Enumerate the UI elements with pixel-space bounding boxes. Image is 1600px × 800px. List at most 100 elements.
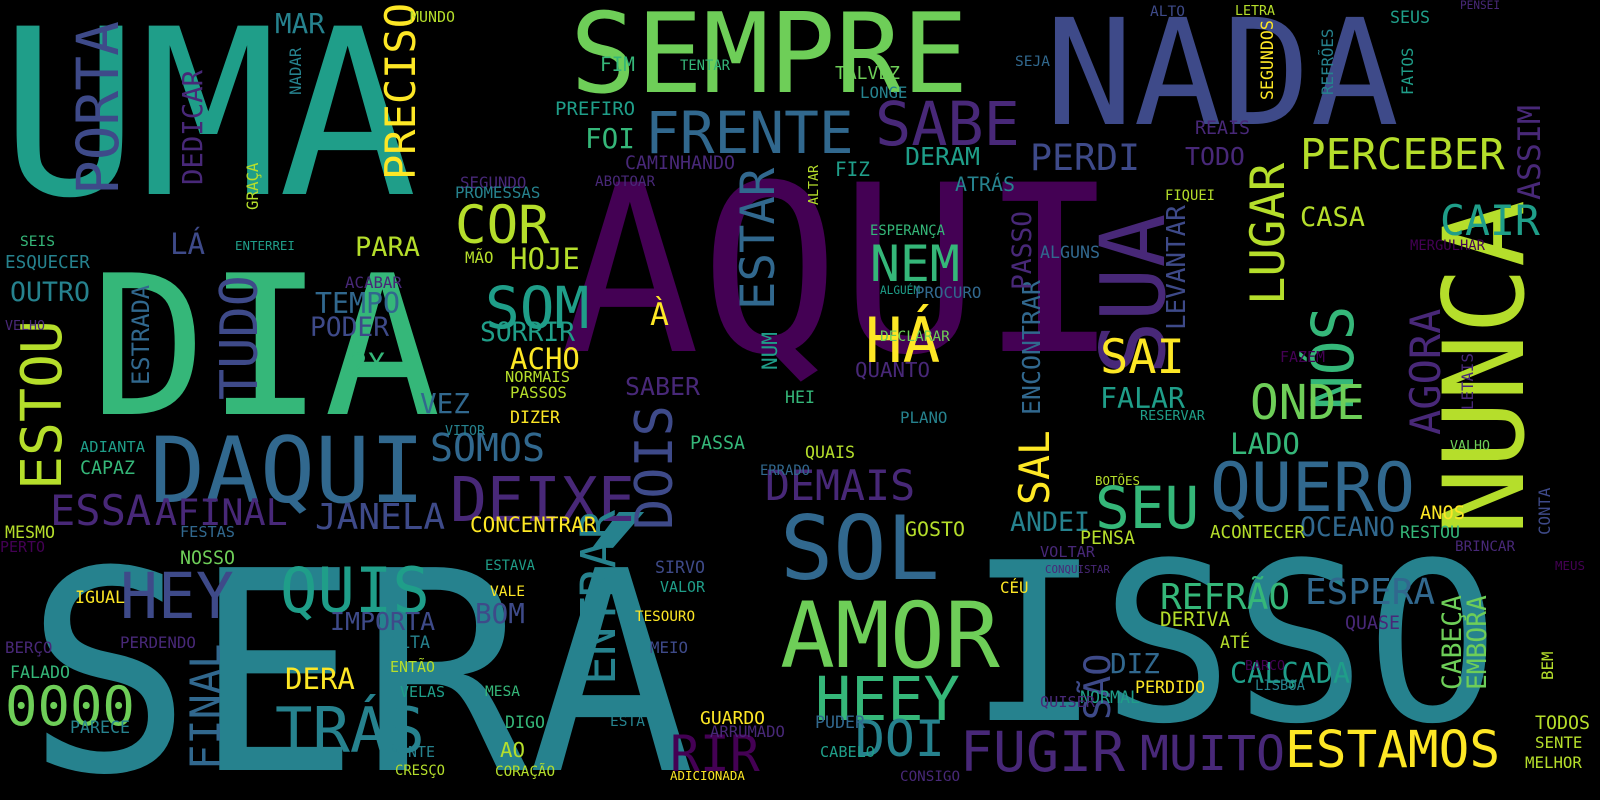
word-berco: BERÇO <box>5 638 53 657</box>
word-hei: HEI <box>785 388 815 407</box>
word-conquistar: CONQUISTAR <box>1045 563 1110 576</box>
word-perdido: PERDIDO <box>1135 678 1205 697</box>
word-pensa: PENSA <box>1080 528 1135 549</box>
word-daqui: DAQUI <box>150 417 426 524</box>
word-todo: TODO <box>1185 142 1245 171</box>
word-alto: ALTO <box>1150 4 1185 20</box>
word-a: À <box>650 297 669 333</box>
word-refroes: REFRÕES <box>1318 28 1337 95</box>
word-normal: NORMAL <box>1080 688 1140 707</box>
word-deram: DERAM <box>905 142 980 171</box>
word-segundos: SEGUNDOS <box>1258 20 1277 100</box>
word-alguem: ALGUÉM <box>880 284 921 297</box>
word-nosso: NOSSO <box>180 548 235 569</box>
word-fiz: FIZ <box>835 158 870 181</box>
word-dizer: DIZER <box>510 408 560 427</box>
word-capaz: CAPAZ <box>80 458 135 479</box>
word-ate: ATÉ <box>1220 633 1250 652</box>
word-reservar: RESERVAR <box>1140 408 1205 424</box>
word-valor: VALOR <box>660 578 705 596</box>
word-alguns: ALGUNS <box>1040 243 1100 262</box>
word-importa: IMPORTA <box>330 607 436 636</box>
word-botoes: BOTÕES <box>1095 473 1140 488</box>
word-falar: FALAR <box>1100 382 1185 415</box>
word-demais: DEMAIS <box>765 461 916 510</box>
word-brincar: BRINCAR <box>1455 539 1516 555</box>
word-coracao: CORAÇÃO <box>495 764 556 780</box>
word-velho: VELHO <box>5 319 45 334</box>
word-fatos: FATOS <box>1398 47 1417 95</box>
word-entao: ENTÃO <box>390 658 435 676</box>
word-sal: SAL <box>1011 430 1059 505</box>
word-sera: SERÁ <box>25 512 696 800</box>
word-mente: MENTE <box>390 743 435 761</box>
word-tempo: TEMPO <box>315 287 400 320</box>
word-errado: ERRADO <box>760 463 811 479</box>
word-plano: PLANO <box>900 408 948 427</box>
word-estamos: ESTAMOS <box>1285 721 1501 780</box>
word-vale: VALE <box>490 584 525 600</box>
word-perceber: PERCEBER <box>1300 131 1505 180</box>
word-agora: AGORA <box>1401 308 1450 435</box>
word-passos: PASSOS <box>510 383 567 402</box>
word-casa: CASA <box>1300 202 1365 233</box>
word-sorrir: SORRIR <box>480 318 575 348</box>
word-outro: OUTRO <box>10 277 90 308</box>
word-estava: ESTAVA <box>485 558 536 574</box>
word-cor: COR <box>455 195 550 256</box>
word-sabe: SABE <box>875 90 1020 160</box>
word-esperanca: ESPERANÇA <box>870 223 945 239</box>
word-perdendo: PERDENDO <box>120 633 196 652</box>
word-seja: SEJA <box>1015 54 1050 70</box>
word-restou: RESTOU <box>1400 523 1460 542</box>
word-segundo: SEGUNDO <box>460 173 527 192</box>
word-deixe: DEIXE <box>450 465 635 536</box>
word-levantar: LEVANTAR <box>1162 205 1192 330</box>
word-cresco: CRESÇO <box>395 763 446 779</box>
word-pensei: PENSEI <box>1460 0 1501 12</box>
word-valho: VALHO <box>1450 439 1490 454</box>
word-mergulhar: MERGULHAR <box>1410 238 1485 254</box>
word-talvez: TALVEZ <box>835 63 901 84</box>
word-gosto: GOSTO <box>905 518 965 541</box>
word-mundo: MUNDO <box>410 8 455 26</box>
word-declarar: DECLARAR <box>880 329 950 345</box>
word-la: LÁ <box>170 227 206 261</box>
word-todos: TODOS <box>1535 713 1590 734</box>
word-digo: DIGO <box>505 713 545 732</box>
word-som: SOM <box>485 274 590 342</box>
word-lisboa: LISBOA <box>1255 678 1306 694</box>
word-dedicar: DEDICAR <box>178 69 209 185</box>
word-esta: ESTÁ <box>610 714 645 730</box>
word-assim: ASSIM <box>1512 105 1548 200</box>
word-embora: EMBORA <box>1463 595 1493 690</box>
word-esquecer: ESQUECER <box>5 253 90 273</box>
word-letais: LETAIS <box>1458 353 1477 410</box>
word-perdi: PERDI <box>1030 136 1140 179</box>
word-mar: MAR <box>275 7 325 40</box>
word-quiser: QUISER <box>1040 693 1095 711</box>
word-festas: FESTAS <box>180 523 235 541</box>
word-diz: DIZ <box>1110 647 1160 680</box>
word-parece: PARECE <box>70 718 130 737</box>
word-quase: QUASE <box>1345 613 1400 634</box>
word-quero: QUERO <box>1210 449 1415 528</box>
word-bom: BOM <box>475 597 525 630</box>
word-vitor: VITOR <box>445 424 485 439</box>
word-falado: FALADO <box>10 663 70 682</box>
word-altar: ALTAR <box>807 165 822 205</box>
word-hoje: HOJE <box>510 242 580 276</box>
word-sol: SOL <box>780 497 940 600</box>
word-ha: HÁ <box>865 304 941 377</box>
word-refrao: REFRÃO <box>1160 577 1291 618</box>
word-quais: QUAIS <box>805 443 855 462</box>
word-consigo: CONSIGO <box>900 769 961 785</box>
word-rir: RIR <box>670 725 760 783</box>
word-nem: NEM <box>870 235 960 293</box>
word-espera: ESPERA <box>1305 572 1436 613</box>
word-final: FINAL <box>181 643 230 770</box>
word-mesa: MESA <box>485 684 520 700</box>
word-oceano: OCEANO <box>1300 513 1395 543</box>
word-volta: VOLTA <box>380 633 430 652</box>
word-muito: MUITO <box>1140 726 1285 782</box>
